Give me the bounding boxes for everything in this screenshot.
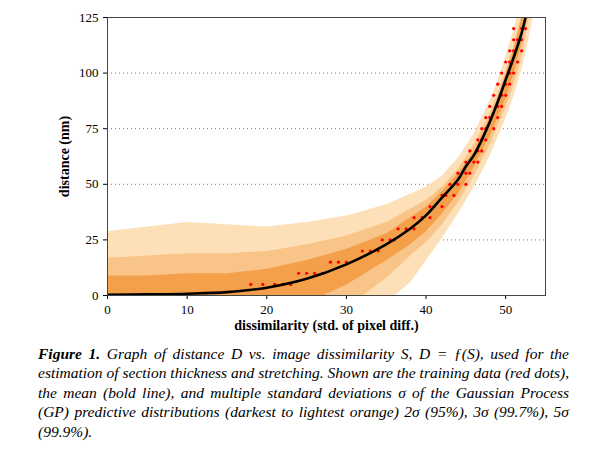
svg-text:20: 20 — [260, 302, 273, 317]
svg-text:0: 0 — [104, 302, 111, 317]
html-text:Figure 1. Graph of distance D: Figure 1. Graph of distance D vs. image … — [38, 345, 569, 440]
svg-text:25: 25 — [86, 232, 99, 247]
svg-text:75: 75 — [86, 121, 99, 136]
svg-text:10: 10 — [181, 302, 194, 317]
svg-text:dissimilarity (std. of pixel d: dissimilarity (std. of pixel diff.) — [234, 318, 419, 334]
svg-text:40: 40 — [420, 302, 433, 317]
svg-text:50: 50 — [499, 302, 512, 317]
svg-text:30: 30 — [340, 302, 353, 317]
svg-text:distance (nm): distance (nm) — [57, 116, 73, 198]
svg-text:0: 0 — [92, 288, 99, 303]
svg-text:100: 100 — [79, 65, 99, 80]
svg-text:125: 125 — [79, 10, 99, 25]
svg-text:50: 50 — [86, 176, 99, 191]
